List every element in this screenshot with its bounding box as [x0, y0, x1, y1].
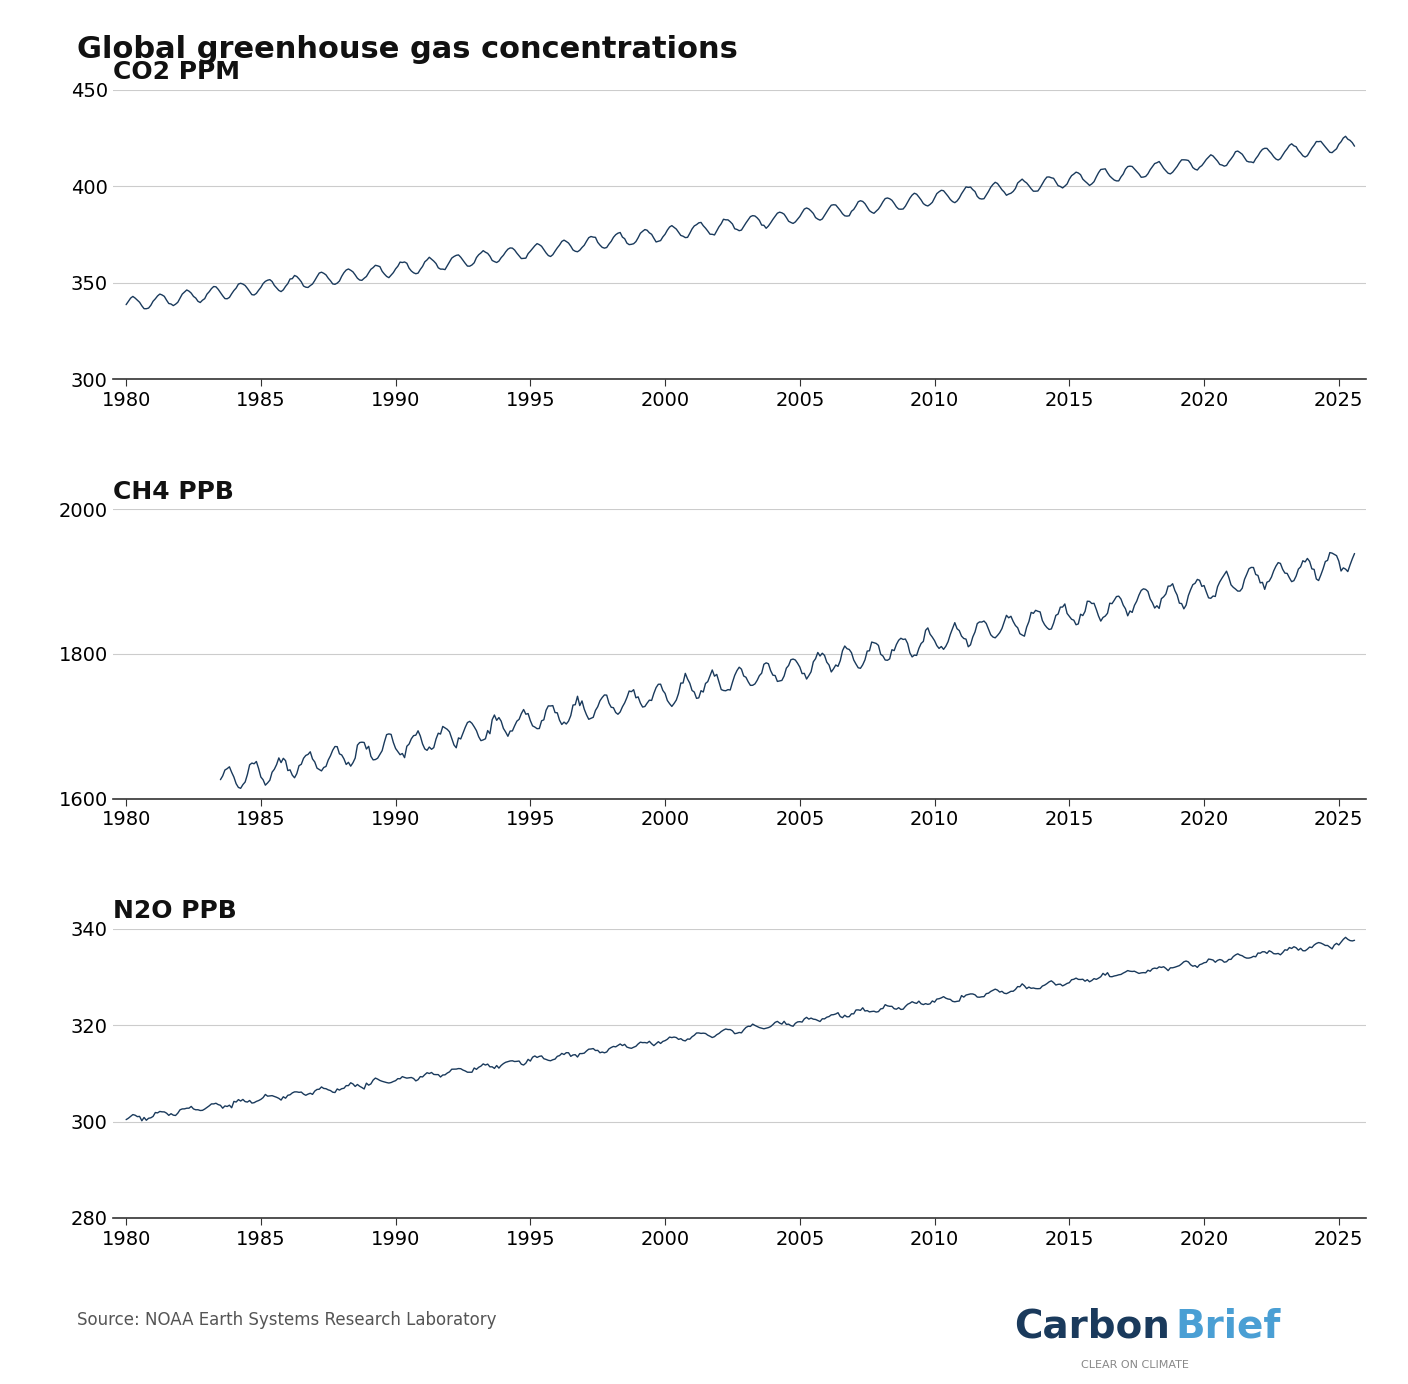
Text: Source: NOAA Earth Systems Research Laboratory: Source: NOAA Earth Systems Research Labo…	[77, 1311, 497, 1329]
Text: Brief: Brief	[1176, 1308, 1281, 1345]
Text: CO2 PPM: CO2 PPM	[113, 60, 239, 84]
Text: CH4 PPB: CH4 PPB	[113, 479, 234, 504]
Text: N2O PPB: N2O PPB	[113, 900, 237, 923]
Text: Carbon: Carbon	[1014, 1308, 1170, 1345]
Text: CLEAR ON CLIMATE: CLEAR ON CLIMATE	[1081, 1360, 1190, 1370]
Text: Global greenhouse gas concentrations: Global greenhouse gas concentrations	[77, 35, 738, 64]
